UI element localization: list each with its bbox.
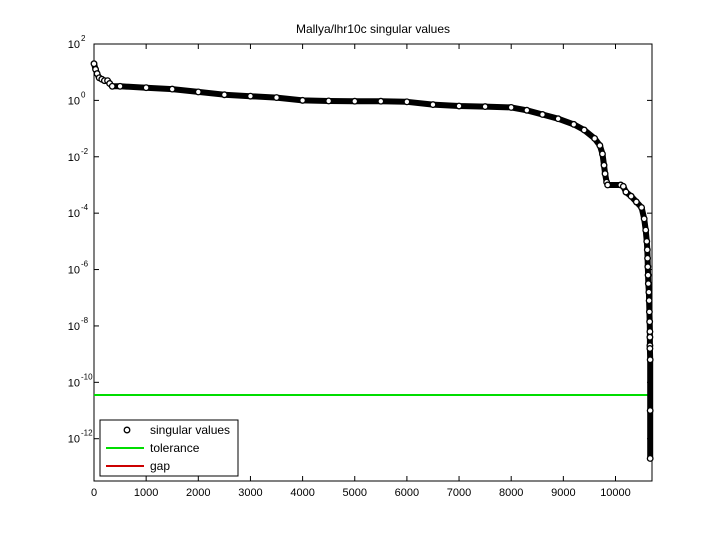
singular-value-point (299, 96, 307, 104)
x-tick-label: 5000 (343, 487, 367, 499)
chart-title: Mallya/lhr10c singular values (296, 22, 450, 36)
x-tick-label: 10000 (600, 487, 631, 499)
singular-value-point (643, 237, 651, 245)
y-tick-label: 10 (68, 265, 80, 277)
singular-value-point (646, 345, 654, 352)
plot-frame (93, 43, 653, 482)
x-tick-label: 6000 (395, 487, 419, 499)
singular-value-point (168, 85, 176, 93)
singular-value-point (644, 280, 652, 288)
singular-value-point (600, 161, 608, 169)
axis-ticks: 0 1000 2000 3000 4000 5000 6000 7000 8000 9000 100… (68, 34, 652, 499)
y-tick-base: 10 (68, 265, 80, 277)
y-tick-label: 10 (68, 208, 80, 220)
singular-value-point (220, 91, 228, 99)
singular-value-point (108, 82, 116, 90)
y-tick-base: 10 (68, 208, 80, 220)
y-tick-exponent: -4 (81, 203, 89, 212)
singular-value-point (622, 188, 630, 196)
singular-value-point (643, 246, 651, 254)
singular-value-point (194, 88, 202, 96)
singular-value-point (601, 170, 609, 178)
y-tick-base: 10 (68, 95, 80, 107)
singular-value-point (644, 271, 652, 279)
y-tick-label: 10 (68, 152, 80, 164)
y-tick-exponent: -2 (81, 147, 89, 156)
y-tick-label: 10 (68, 39, 80, 51)
x-tick-label: 3000 (238, 487, 262, 499)
singular-value-point (638, 204, 646, 211)
y-tick-label: 10 (68, 377, 80, 389)
x-tick-label: 0 (91, 487, 97, 499)
singular-value-point (580, 126, 588, 134)
singular-value-point (645, 297, 653, 305)
y-tick-base: 10 (68, 377, 80, 389)
y-tick-label: 10 (68, 434, 80, 446)
y-tick-label: 10 (68, 95, 80, 107)
singular-value-point (481, 103, 489, 111)
singular-value-point (646, 407, 654, 414)
y-tick-label: 10 (68, 321, 80, 333)
x-tick-label: 7000 (447, 487, 471, 499)
singular-value-point (619, 182, 627, 190)
singular-value-point (646, 454, 654, 462)
plot-area (90, 43, 654, 482)
y-tick-base: 10 (68, 152, 80, 164)
singular-value-point (273, 94, 280, 102)
singular-value-point (403, 98, 411, 106)
x-tick-label: 2000 (186, 487, 210, 499)
singular-value-point (604, 181, 612, 189)
x-tick-label: 9000 (551, 487, 575, 499)
singular-value-point (646, 318, 654, 326)
y-tick-exponent: -6 (81, 260, 89, 269)
singular-value-point (646, 328, 654, 336)
singular-value-point (632, 198, 640, 206)
singular-value-point (591, 134, 599, 142)
legend-marker-singular-values (123, 426, 131, 434)
singular-value-point (142, 84, 150, 92)
legend-label-gap: gap (150, 459, 170, 473)
singular-value-point (646, 333, 654, 341)
singular-value-point (640, 215, 648, 223)
singular-value-point (523, 106, 531, 114)
singular-value-point (325, 97, 333, 105)
singular-value-point (599, 150, 606, 158)
singular-value-point (554, 115, 562, 123)
singular-value-point (90, 60, 98, 68)
singular-value-point (507, 103, 515, 111)
singular-value-point (455, 102, 463, 110)
singular-value-point (645, 288, 653, 296)
y-tick-exponent: 2 (81, 34, 86, 43)
singular-value-point (646, 356, 654, 364)
x-tick-label: 8000 (499, 487, 523, 499)
singular-value-point (627, 192, 635, 200)
singular-value-point (377, 97, 385, 105)
singular-value-point (570, 120, 578, 128)
singular-value-point (645, 308, 653, 316)
y-tick-base: 10 (68, 39, 80, 51)
singular-value-point (246, 92, 254, 100)
legend: singular values tolerance gap (99, 419, 239, 477)
singular-value-point (596, 142, 604, 149)
y-tick-base: 10 (68, 434, 80, 446)
y-tick-exponent: -12 (81, 429, 93, 438)
x-tick-label: 1000 (134, 487, 158, 499)
legend-label-singular-values: singular values (150, 423, 230, 437)
singular-value-point (644, 263, 652, 271)
y-tick-exponent: -10 (81, 372, 93, 381)
singular-value-point (429, 101, 437, 109)
y-tick-base: 10 (68, 321, 80, 333)
y-tick-exponent: 0 (81, 90, 86, 99)
singular-value-point (644, 254, 652, 262)
y-tick-exponent: -8 (81, 316, 89, 325)
x-tick-label: 4000 (290, 487, 314, 499)
singular-value-point (351, 97, 359, 105)
singular-value-point (539, 111, 546, 118)
legend-label-tolerance: tolerance (150, 441, 200, 455)
singular-value-point (116, 82, 124, 90)
singular-value-point (642, 226, 650, 234)
